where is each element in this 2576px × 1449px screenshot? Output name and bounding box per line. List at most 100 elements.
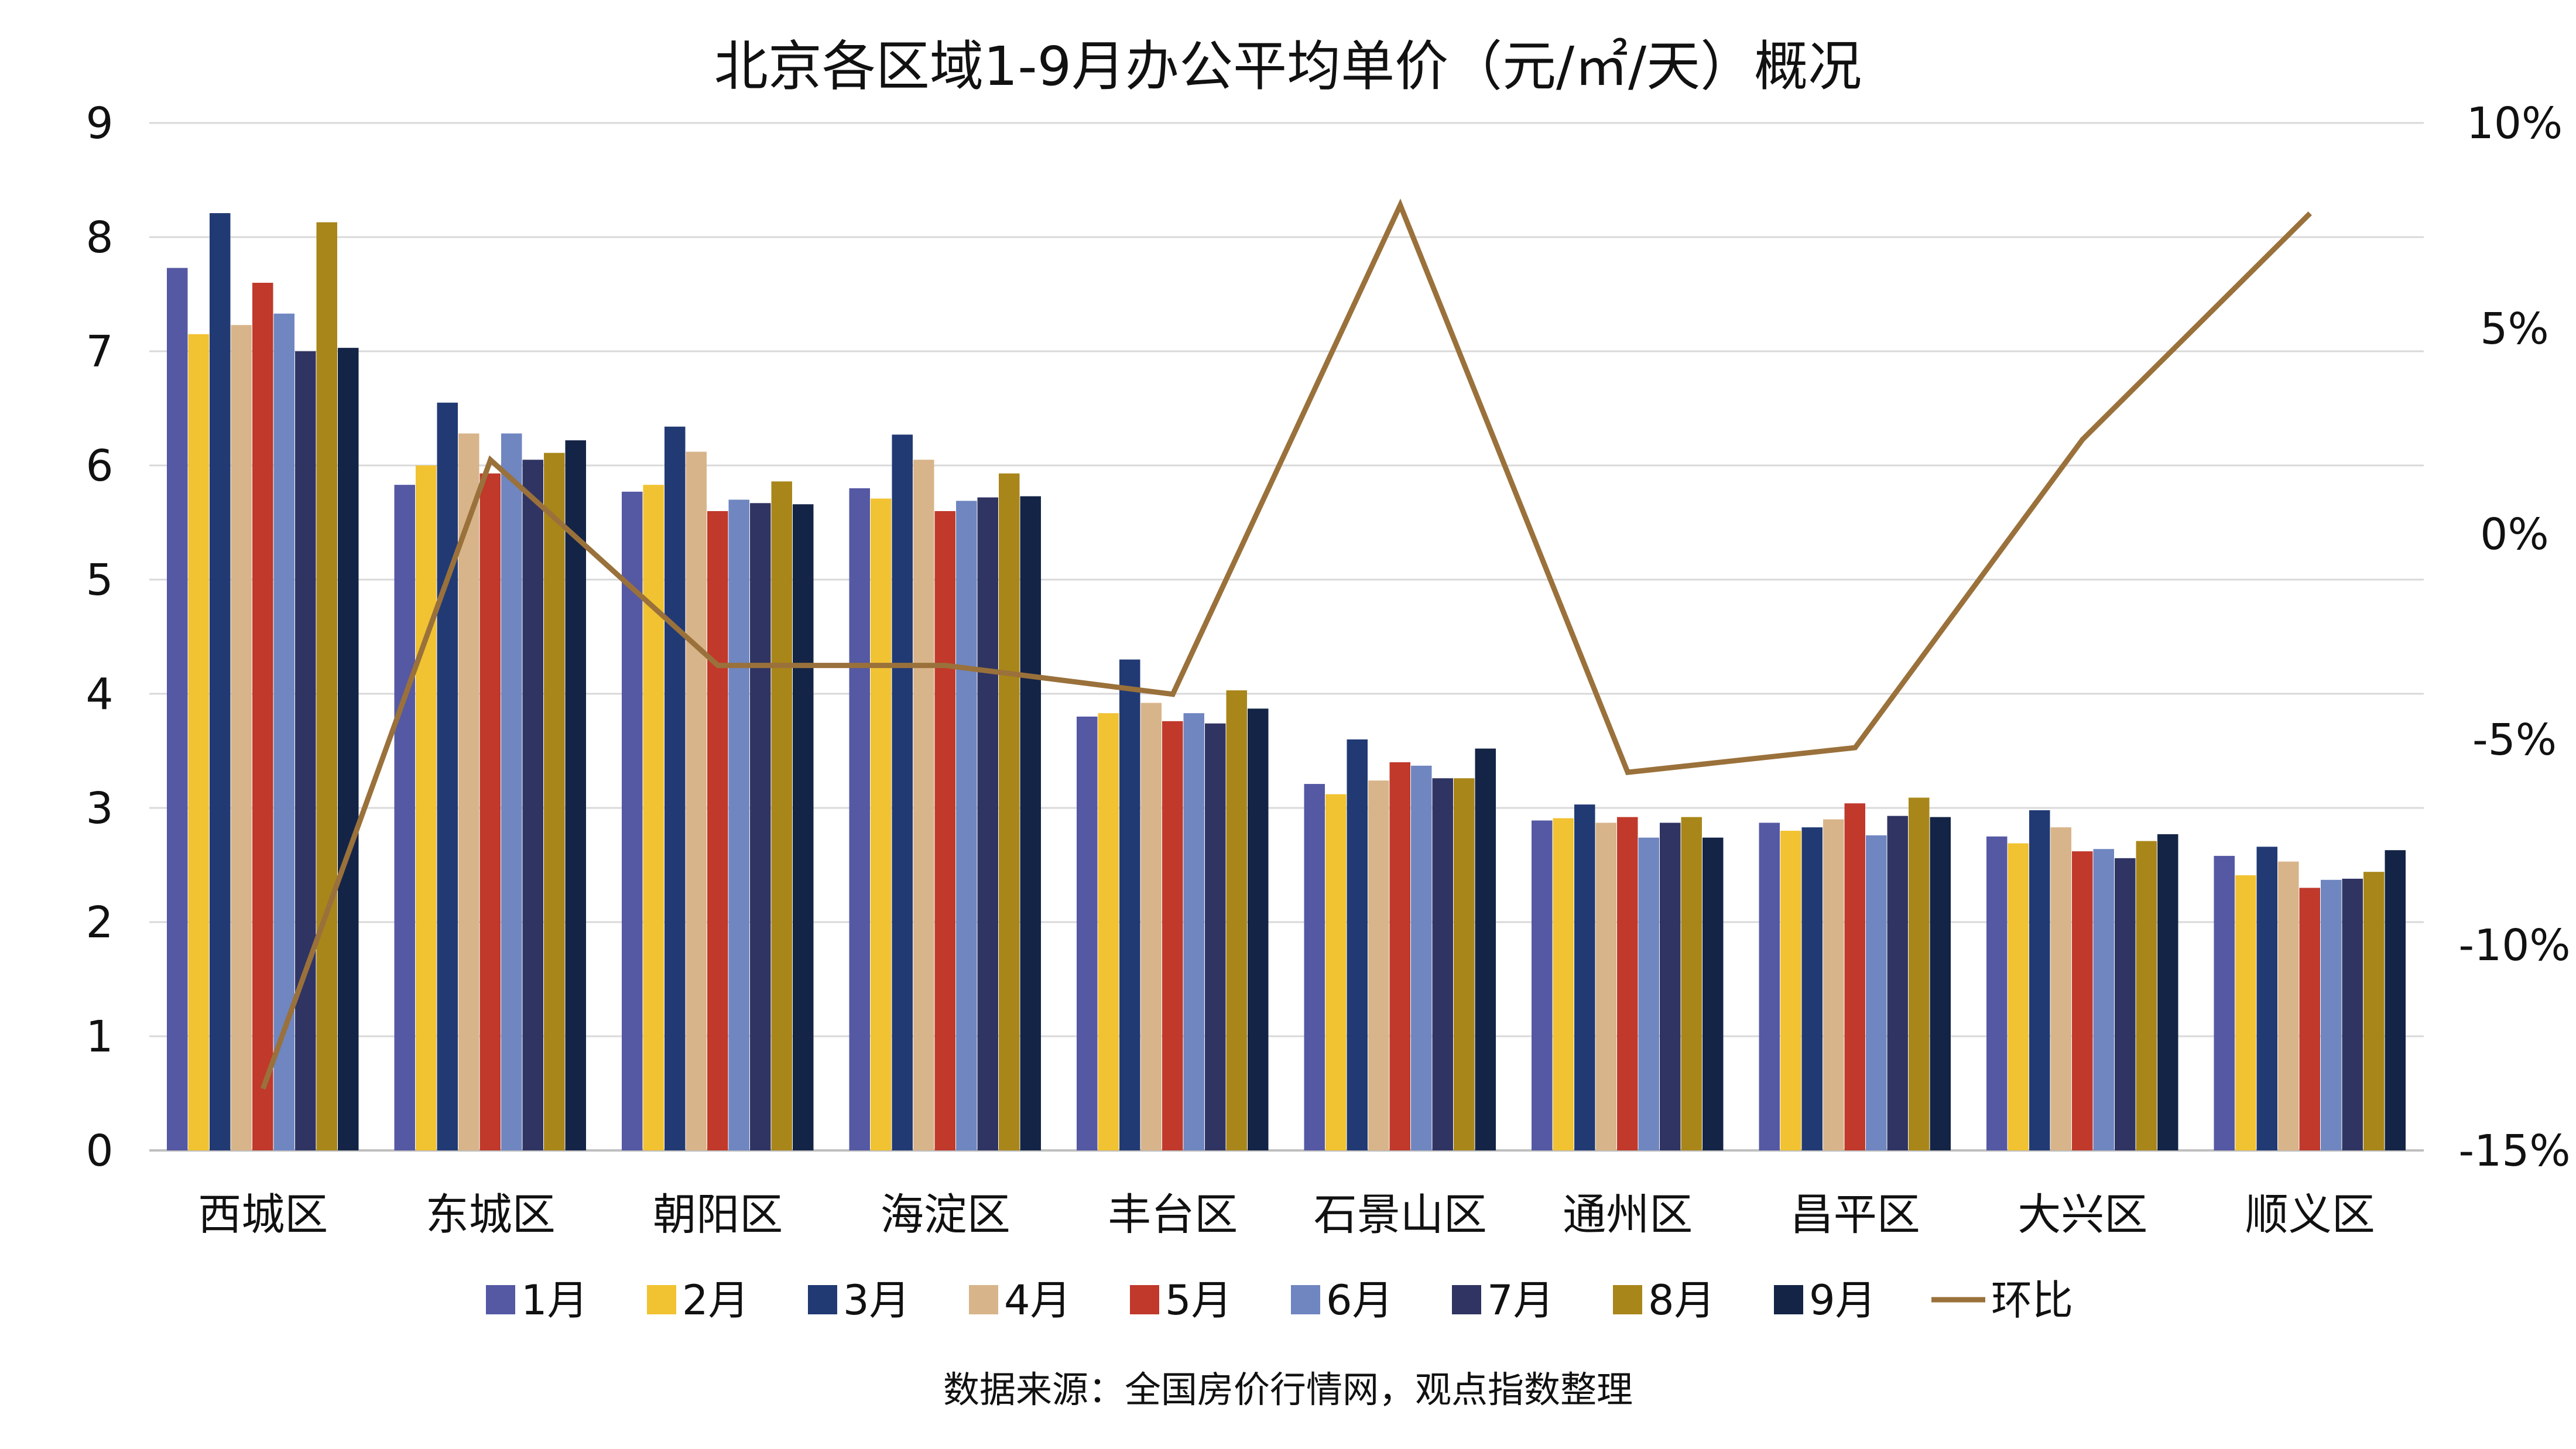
bar	[1823, 819, 1844, 1150]
bar	[231, 325, 252, 1150]
bar	[1205, 723, 1226, 1150]
bar	[1660, 823, 1681, 1150]
bar	[1389, 762, 1410, 1150]
legend-swatch	[1452, 1285, 1481, 1314]
bar	[913, 460, 934, 1150]
x-category-label: 顺义区	[2245, 1190, 2375, 1240]
legend-label: 3月	[843, 1276, 910, 1324]
bar	[2050, 827, 2071, 1150]
x-category-label: 通州区	[1563, 1190, 1693, 1240]
bar	[167, 268, 188, 1150]
bar	[1780, 831, 1801, 1150]
bar	[295, 351, 316, 1150]
bar	[871, 498, 892, 1150]
bar	[2385, 850, 2406, 1150]
bar	[1574, 804, 1595, 1150]
legend-label: 7月	[1487, 1276, 1554, 1324]
bar	[1986, 836, 2008, 1150]
x-category-label: 石景山区	[1314, 1190, 1487, 1240]
bar	[1844, 803, 1865, 1150]
bar	[2278, 861, 2299, 1150]
bar	[188, 334, 209, 1150]
legend-swatch	[969, 1285, 998, 1314]
y-left-tick-label: 8	[85, 213, 113, 263]
y-right-tick-label: -5%	[2472, 715, 2557, 765]
bar	[2093, 849, 2114, 1150]
bar	[934, 511, 955, 1150]
bar	[416, 465, 437, 1150]
x-category-label: 西城区	[198, 1190, 328, 1240]
legend-swatch	[808, 1285, 837, 1314]
bar	[2299, 888, 2320, 1150]
y-left-tick-label: 6	[85, 441, 113, 491]
bar	[2008, 843, 2029, 1150]
bar	[1681, 817, 1702, 1150]
bar	[1532, 820, 1553, 1150]
legend-swatch	[1291, 1285, 1320, 1314]
bar	[316, 222, 337, 1150]
bar	[2157, 834, 2178, 1150]
bar	[956, 501, 977, 1151]
bar	[793, 504, 814, 1150]
bar	[1595, 823, 1616, 1150]
bar	[2214, 855, 2235, 1150]
y-right-tick-label: 10%	[2467, 98, 2563, 149]
bar	[1411, 765, 1432, 1150]
x-category-label: 海淀区	[881, 1190, 1010, 1240]
bar	[728, 499, 749, 1150]
bar	[1638, 837, 1659, 1150]
legend-label: 8月	[1648, 1276, 1715, 1324]
bar	[1304, 784, 1325, 1150]
bar	[1226, 690, 1247, 1150]
legend-swatch	[1130, 1285, 1159, 1314]
bar	[750, 503, 771, 1150]
bar	[2115, 858, 2136, 1150]
bar	[707, 511, 728, 1150]
legend-swatch	[486, 1285, 515, 1314]
line-series-group	[261, 198, 2312, 1090]
y-left-tick-label: 3	[85, 783, 113, 834]
bar	[2256, 847, 2277, 1150]
bar	[252, 283, 273, 1150]
x-category-label: 朝阳区	[653, 1190, 783, 1240]
bar	[999, 473, 1020, 1150]
x-category-label: 东城区	[426, 1190, 556, 1240]
bar	[437, 402, 458, 1150]
bar	[849, 488, 870, 1150]
bar	[892, 434, 913, 1150]
bar	[1140, 703, 1162, 1150]
bar	[338, 348, 359, 1150]
bar	[1248, 708, 1269, 1150]
bar	[622, 491, 643, 1150]
bar	[1119, 659, 1140, 1150]
bar	[479, 473, 501, 1150]
y-left-tick-label: 7	[85, 327, 113, 377]
bar	[1703, 837, 1724, 1150]
bar	[1162, 721, 1183, 1150]
bar	[664, 426, 686, 1151]
legend-label: 1月	[521, 1276, 588, 1324]
x-category-label: 大兴区	[2017, 1190, 2147, 1240]
bar	[1098, 713, 1119, 1150]
bar	[1432, 778, 1453, 1150]
y-left-tick-label: 0	[85, 1126, 113, 1176]
bar	[2136, 841, 2157, 1150]
bar	[1077, 717, 1098, 1150]
legend-label: 环比	[1991, 1276, 2073, 1324]
huanbi-line	[261, 198, 2312, 1090]
legend-swatch	[647, 1285, 676, 1314]
bar	[643, 485, 664, 1150]
legend-swatch	[1774, 1285, 1803, 1314]
bar	[977, 497, 998, 1150]
y-left-tick-label: 2	[85, 898, 113, 948]
bar	[2072, 851, 2093, 1150]
x-category-label: 丰台区	[1108, 1190, 1238, 1240]
bar	[1553, 818, 1574, 1150]
bar	[565, 440, 586, 1150]
bar-series-group	[167, 213, 2406, 1151]
bar	[1020, 496, 1041, 1150]
bar	[501, 433, 522, 1150]
legend: 1月 2月 3月 4月 5月 6月 7月 8月 9月 环比	[486, 1276, 2073, 1324]
bar	[1887, 816, 1908, 1150]
y-right-tick-label: 5%	[2480, 304, 2548, 354]
